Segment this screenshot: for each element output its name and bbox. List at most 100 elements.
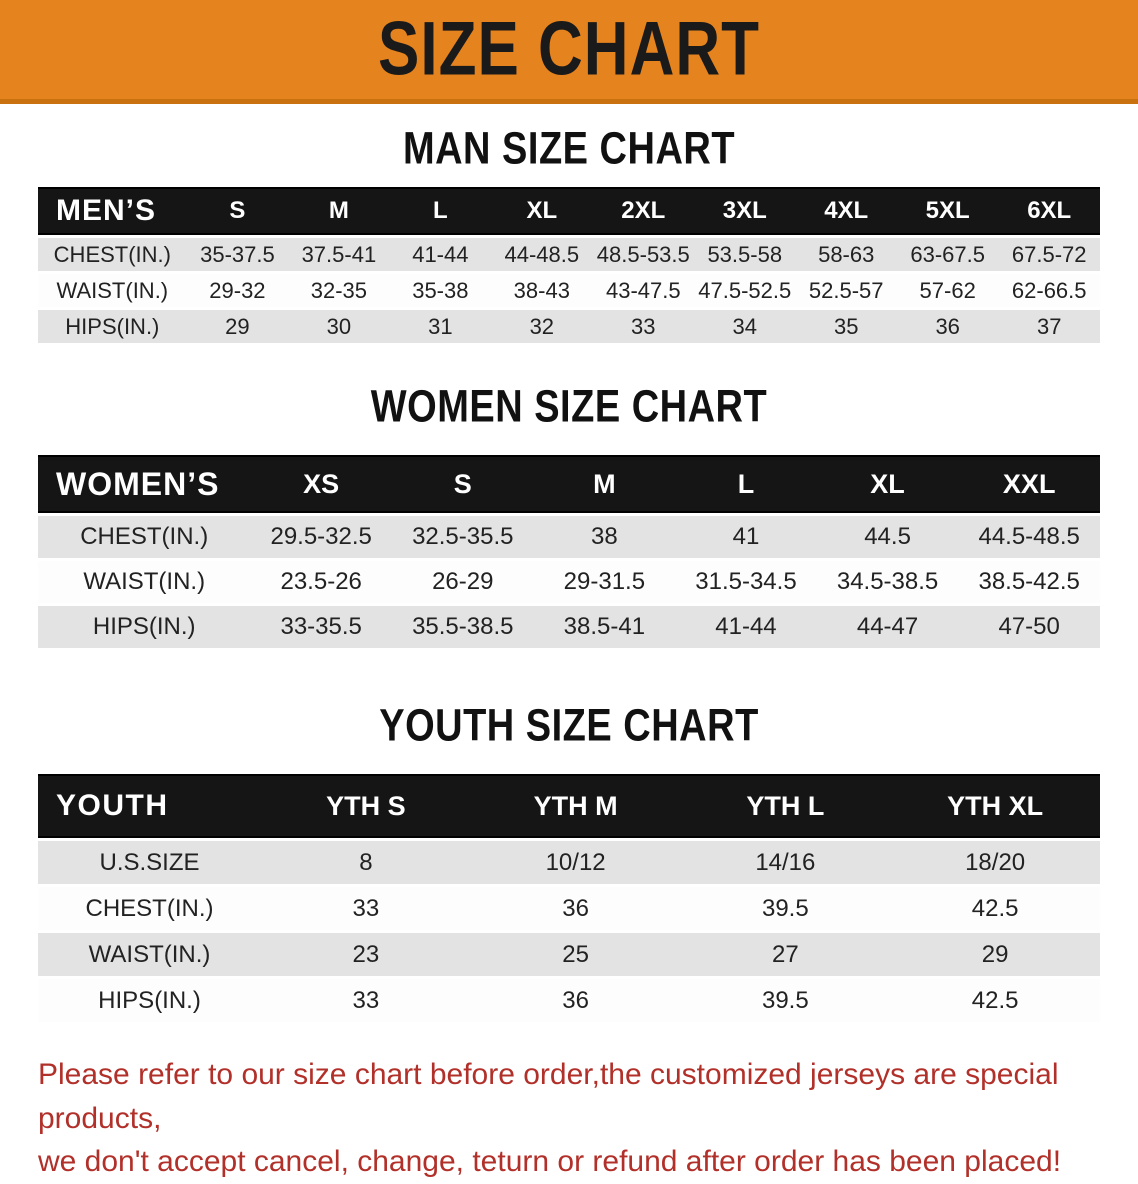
table-cell: 30: [288, 310, 390, 343]
table-cell: 47-50: [958, 606, 1100, 648]
mens-column-header: L: [389, 187, 492, 235]
womens-chest-row: CHEST(IN.) 29.5-32.5 32.5-35.5 38 41 44.…: [38, 516, 1100, 558]
row-label: U.S.SIZE: [38, 841, 262, 884]
table-cell: 41-44: [389, 238, 492, 271]
youth-column-header: YTH S: [261, 774, 471, 838]
table-cell: 36: [896, 310, 999, 343]
table-cell: 10/12: [470, 841, 681, 884]
women-section-title: WOMEN SIZE CHART: [0, 384, 1138, 430]
womens-waist-row: WAIST(IN.) 23.5-26 26-29 29-31.5 31.5-34…: [38, 561, 1100, 603]
table-cell: 23: [261, 933, 471, 976]
womens-column-header: L: [675, 455, 817, 513]
table-cell: 38-43: [491, 274, 593, 307]
row-label: WAIST(IN.): [38, 274, 187, 307]
disclaimer: Please refer to our size chart before or…: [0, 1053, 1138, 1184]
mens-waist-row: WAIST(IN.) 29-32 32-35 35-38 38-43 43-47…: [38, 274, 1100, 307]
table-cell: 33: [592, 310, 695, 343]
youth-section-title-text: YOUTH SIZE CHART: [379, 700, 759, 752]
table-cell: 35: [795, 310, 897, 343]
table-cell: 14/16: [680, 841, 891, 884]
table-cell: 58-63: [795, 238, 897, 271]
table-cell: 41: [675, 516, 817, 558]
table-cell: 48.5-53.5: [592, 238, 695, 271]
youth-size-table: YOUTH YTH S YTH M YTH L YTH XL U.S.SIZE …: [38, 771, 1100, 1025]
table-cell: 32-35: [288, 274, 390, 307]
man-section-title: MAN SIZE CHART: [0, 126, 1138, 172]
row-label: HIPS(IN.): [38, 606, 251, 648]
mens-column-header: 6XL: [998, 187, 1100, 235]
table-cell: 41-44: [675, 606, 817, 648]
table-cell: 34.5-38.5: [816, 561, 959, 603]
row-label: HIPS(IN.): [38, 979, 262, 1022]
table-cell: 38.5-42.5: [958, 561, 1100, 603]
womens-size-table: WOMEN’S XS S M L XL XXL CHEST(IN.) 29.5-…: [38, 452, 1100, 651]
mens-column-header: XL: [491, 187, 593, 235]
mens-chest-row: CHEST(IN.) 35-37.5 37.5-41 41-44 44-48.5…: [38, 238, 1100, 271]
table-cell: 26-29: [391, 561, 534, 603]
table-cell: 8: [261, 841, 471, 884]
table-cell: 35.5-38.5: [391, 606, 534, 648]
mens-column-header: M: [288, 187, 390, 235]
disclaimer-line-1: Please refer to our size chart before or…: [38, 1058, 1059, 1135]
table-cell: 47.5-52.5: [694, 274, 796, 307]
table-cell: 44.5: [816, 516, 959, 558]
womens-column-header: XXL: [958, 455, 1100, 513]
table-cell: 37.5-41: [288, 238, 390, 271]
table-cell: 37: [998, 310, 1100, 343]
womens-column-header: XL: [816, 455, 959, 513]
mens-size-table: MEN’S S M L XL 2XL 3XL 4XL 5XL 6XL CHEST…: [38, 184, 1100, 346]
table-cell: 29: [186, 310, 289, 343]
table-cell: 43-47.5: [592, 274, 695, 307]
mens-column-header: 4XL: [795, 187, 897, 235]
youth-waist-row: WAIST(IN.) 23 25 27 29: [38, 933, 1100, 976]
youth-hips-row: HIPS(IN.) 33 36 39.5 42.5: [38, 979, 1100, 1022]
table-cell: 31.5-34.5: [675, 561, 817, 603]
youth-column-header: YTH M: [470, 774, 681, 838]
table-cell: 38.5-41: [533, 606, 676, 648]
table-cell: 57-62: [896, 274, 999, 307]
table-cell: 35-37.5: [186, 238, 289, 271]
womens-hips-row: HIPS(IN.) 33-35.5 35.5-38.5 38.5-41 41-4…: [38, 606, 1100, 648]
table-cell: 38: [533, 516, 676, 558]
table-cell: 67.5-72: [998, 238, 1100, 271]
size-chart-banner: SIZE CHART: [0, 0, 1138, 104]
row-label: HIPS(IN.): [38, 310, 187, 343]
womens-column-header: M: [533, 455, 676, 513]
table-cell: 42.5: [890, 887, 1100, 930]
mens-corner-label: MEN’S: [38, 187, 187, 235]
table-cell: 44.5-48.5: [958, 516, 1100, 558]
table-cell: 39.5: [680, 887, 891, 930]
table-cell: 29-32: [186, 274, 289, 307]
table-cell: 29: [890, 933, 1100, 976]
man-section-title-text: MAN SIZE CHART: [402, 123, 736, 175]
table-cell: 34: [694, 310, 796, 343]
mens-header-row: MEN’S S M L XL 2XL 3XL 4XL 5XL 6XL: [38, 187, 1100, 235]
table-cell: 29-31.5: [533, 561, 676, 603]
table-cell: 39.5: [680, 979, 891, 1022]
table-cell: 27: [680, 933, 891, 976]
table-cell: 32.5-35.5: [391, 516, 534, 558]
table-cell: 36: [470, 887, 681, 930]
womens-column-header: XS: [250, 455, 392, 513]
table-cell: 35-38: [389, 274, 492, 307]
table-cell: 36: [470, 979, 681, 1022]
table-cell: 32: [491, 310, 593, 343]
table-cell: 29.5-32.5: [250, 516, 392, 558]
mens-column-header: 5XL: [896, 187, 999, 235]
table-cell: 53.5-58: [694, 238, 796, 271]
youth-header-row: YOUTH YTH S YTH M YTH L YTH XL: [38, 774, 1100, 838]
table-cell: 18/20: [890, 841, 1100, 884]
youth-ussize-row: U.S.SIZE 8 10/12 14/16 18/20: [38, 841, 1100, 884]
youth-column-header: YTH XL: [890, 774, 1100, 838]
banner-title: SIZE CHART: [378, 7, 760, 92]
table-cell: 44-48.5: [491, 238, 593, 271]
row-label: CHEST(IN.): [38, 238, 187, 271]
mens-column-header: 2XL: [592, 187, 695, 235]
table-cell: 31: [389, 310, 492, 343]
table-cell: 52.5-57: [795, 274, 897, 307]
table-cell: 42.5: [890, 979, 1100, 1022]
table-cell: 23.5-26: [250, 561, 392, 603]
youth-corner-label: YOUTH: [38, 774, 262, 838]
mens-hips-row: HIPS(IN.) 29 30 31 32 33 34 35 36 37: [38, 310, 1100, 343]
womens-column-header: S: [391, 455, 534, 513]
